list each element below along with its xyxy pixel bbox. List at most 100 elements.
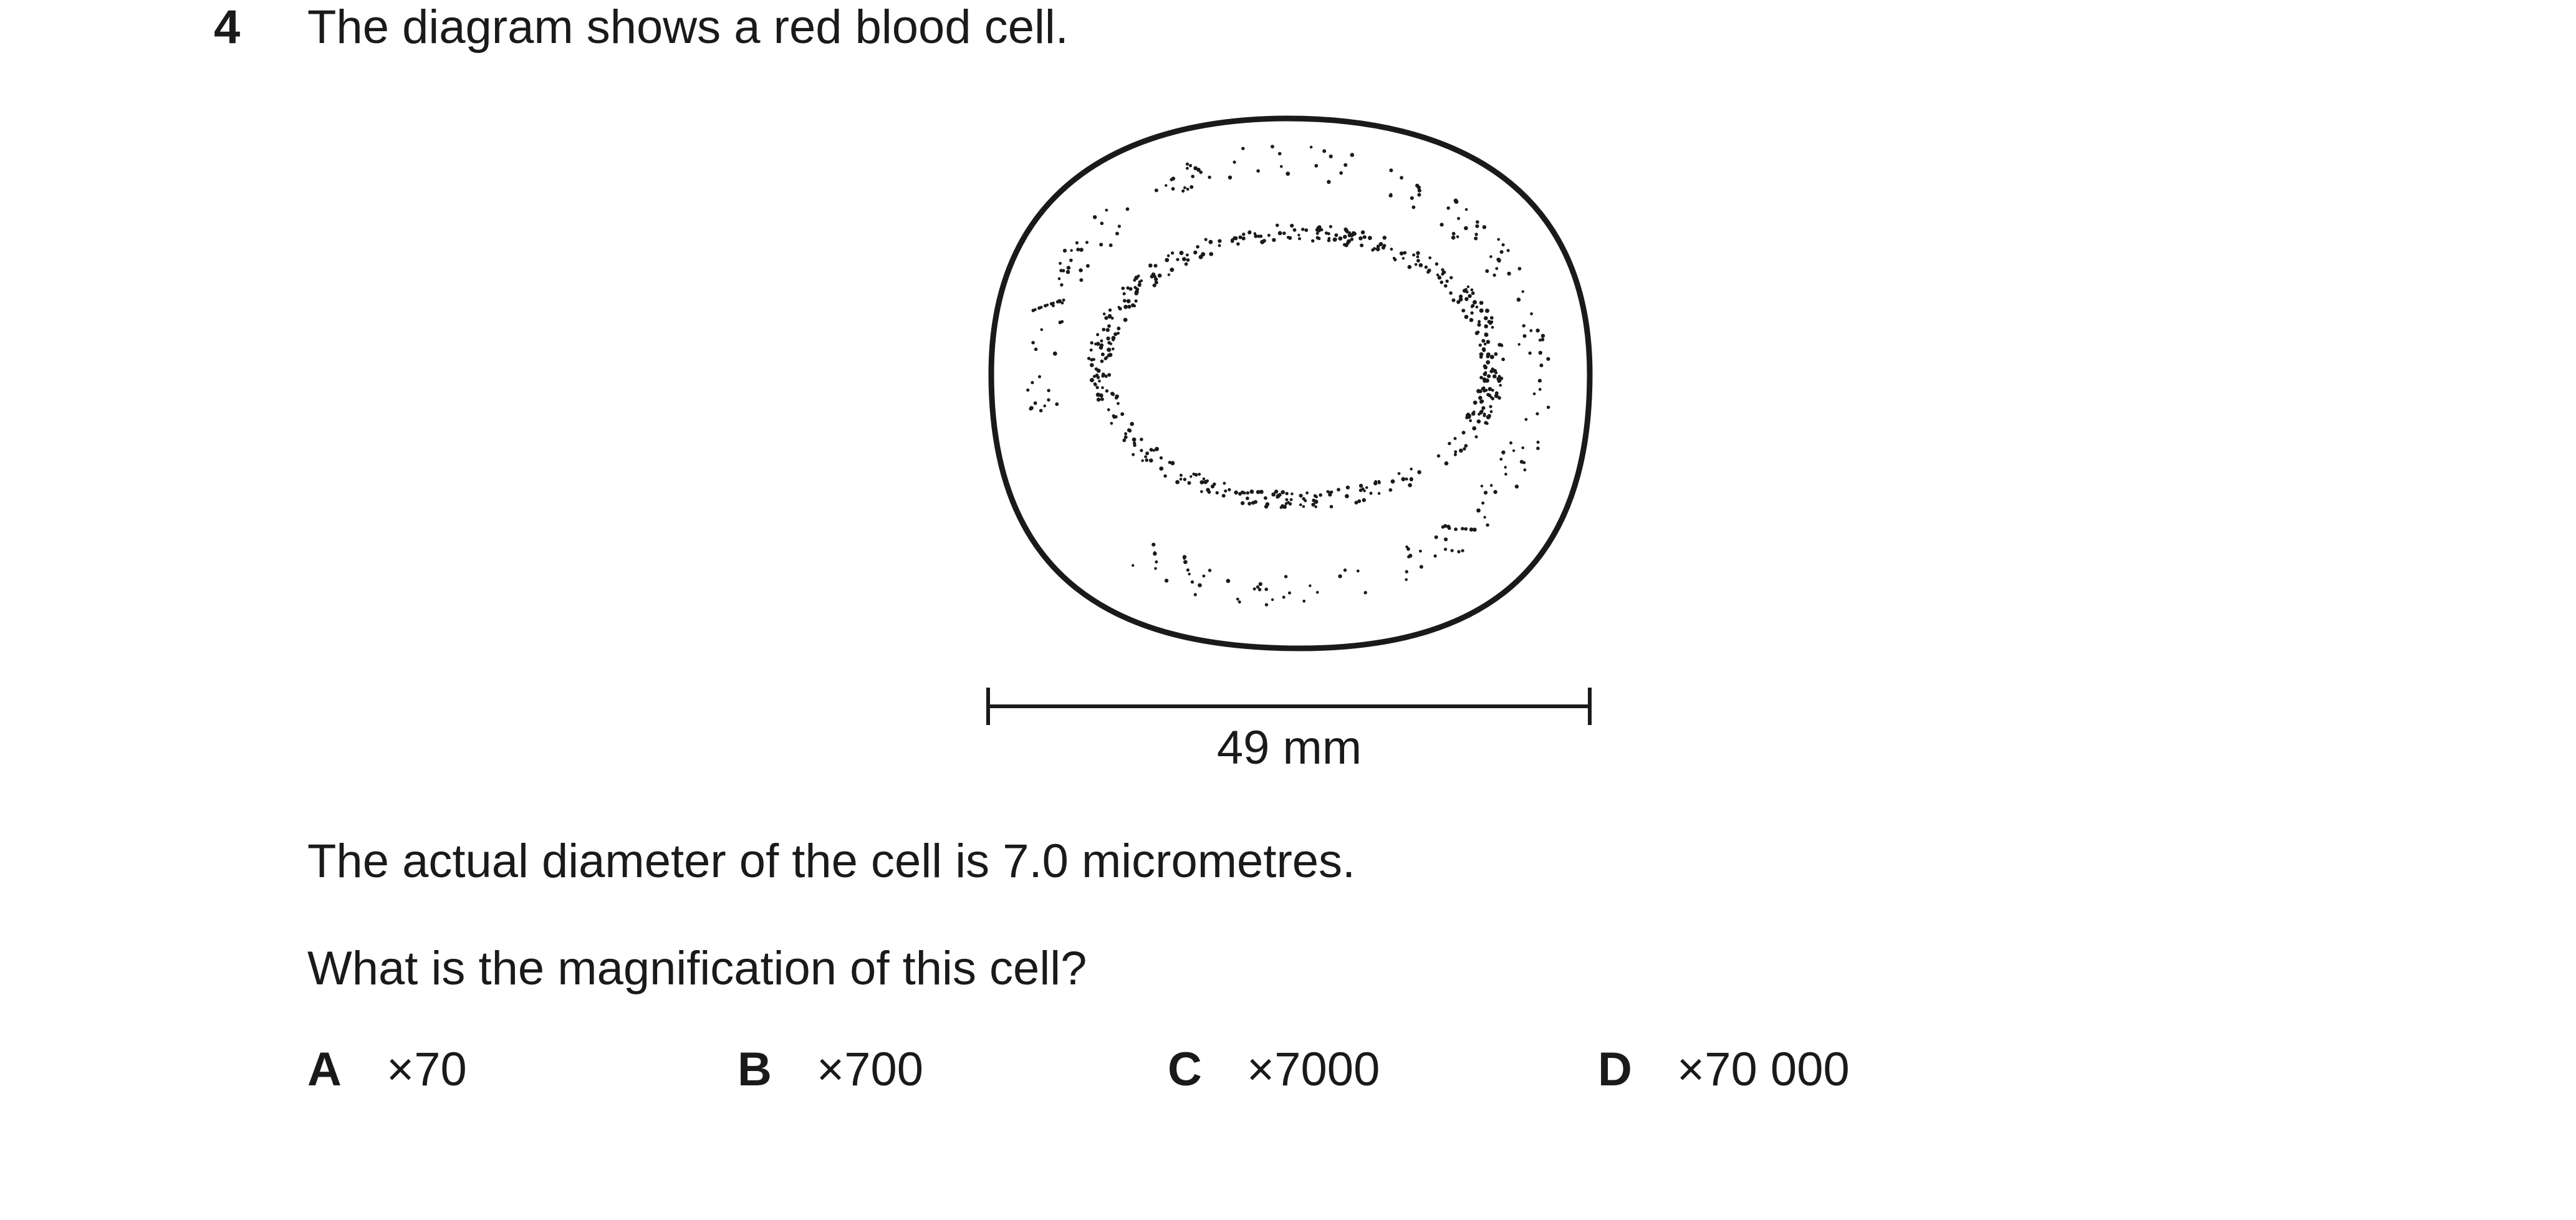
stipple-dot [1469,419,1473,423]
option-d[interactable]: D ×70 000 [1598,1046,1850,1093]
stipple-dot [1034,347,1038,352]
stipple-dot [1264,603,1269,607]
stipple-dot [1154,567,1157,570]
stipple-dot [1462,289,1467,293]
stipple-dot [1189,475,1193,478]
stipple-dot [1350,238,1354,241]
stipple-dot [1358,484,1363,488]
stipple-dot [1501,243,1505,247]
stipple-dot [1040,328,1044,332]
stipple-dot [1329,224,1332,229]
stipple-dot [1457,217,1461,220]
stipple-dot [1521,290,1524,293]
stipple-dot [1433,554,1437,558]
stipple-dot [1186,166,1189,170]
stipple-dot [1493,490,1497,494]
stipple-dot [1202,477,1206,481]
stipple-dot [1186,568,1189,572]
stipple-dot [1096,375,1100,380]
stipple-dot [1288,502,1292,506]
stipple-dot [1165,257,1170,262]
stipple-dot [1474,236,1478,241]
stipple-dot [1524,418,1528,421]
stipple-dot [1193,593,1197,597]
option-c-letter: C [1168,1043,1202,1096]
stipple-dot [1467,415,1471,419]
stipple-dot [1298,237,1301,241]
stipple-dot [1241,501,1245,506]
stipple-dot [1140,438,1143,441]
stipple-dot [1369,491,1373,495]
stipple-dot [1137,283,1141,287]
stipple-dot [1208,569,1212,572]
stipple-dot [1075,241,1079,245]
stipple-dot [1454,450,1458,454]
stipple-dot [1033,401,1037,405]
stipple-dot [1152,449,1156,452]
magnification-question: What is the magnification of this cell? [307,942,1087,995]
stipple-dot [1329,504,1334,509]
stipple-dot [1108,352,1113,357]
stipple-dot [1126,299,1131,304]
stipple-dot [1476,220,1479,224]
stipple-dot [1102,312,1106,315]
stipple-dot [1408,554,1413,558]
stipple-dot [1029,406,1034,410]
stipple-dot [1107,347,1112,352]
stipple-dot [1107,408,1110,411]
stipple-dot [1481,339,1486,343]
stipple-dot [1052,301,1055,305]
scale-bar [986,688,1592,725]
stipple-dot [1315,495,1318,499]
stipple-dot [1246,491,1250,495]
stipple-dot [1031,340,1035,345]
stipple-dot [1536,412,1539,416]
stipple-dot [1492,374,1497,378]
stipple-dot [1285,492,1289,496]
stipple-dot [1512,449,1516,453]
stipple-dot [1132,437,1137,442]
stipple-dot [1191,175,1194,178]
stipple-dot [1481,406,1486,410]
stipple-dot [1470,288,1474,292]
stipple-dot [1104,374,1107,378]
stipple-dot [1403,251,1407,255]
stipple-dot [1060,283,1064,287]
stipple-dot [1192,473,1196,476]
outer-stipple [1026,145,1550,607]
stipple-dot [1358,236,1363,241]
stipple-dot [1159,456,1163,460]
stipple-dot [1483,342,1487,346]
stipple-dot [1368,236,1372,241]
option-c[interactable]: C ×7000 [1168,1046,1380,1093]
stipple-dot [1532,392,1536,396]
stipple-dot [1233,160,1236,164]
stipple-dot [1483,516,1486,519]
stipple-dot [1375,247,1380,252]
stipple-dot [1208,175,1211,179]
stipple-dot [1132,453,1135,456]
option-a[interactable]: A ×70 [307,1046,467,1093]
stipple-dot [1271,492,1276,497]
stipple-dot [1480,399,1484,403]
stipple-dot [1392,256,1396,260]
stipple-dot [1108,308,1112,312]
stipple-dot [1117,332,1120,335]
stipple-dot [1236,597,1239,601]
stipple-dot [1481,387,1485,391]
stipple-dot [1327,237,1331,240]
stipple-dot [1179,251,1184,256]
stipple-dot [1134,299,1138,303]
stipple-dot [1338,236,1343,241]
stipple-dot [1489,410,1493,413]
stipple-dot [1188,164,1193,168]
stipple-dot [1252,587,1256,591]
stipple-dot [1282,595,1286,599]
stipple-dot [1461,549,1464,552]
stipple-dot [1417,470,1421,474]
stipple-dot [1464,527,1468,531]
option-b[interactable]: B ×700 [738,1046,923,1093]
stipple-dot [1059,262,1062,265]
stipple-dot [1256,490,1261,494]
stipple-dot [1311,502,1315,507]
